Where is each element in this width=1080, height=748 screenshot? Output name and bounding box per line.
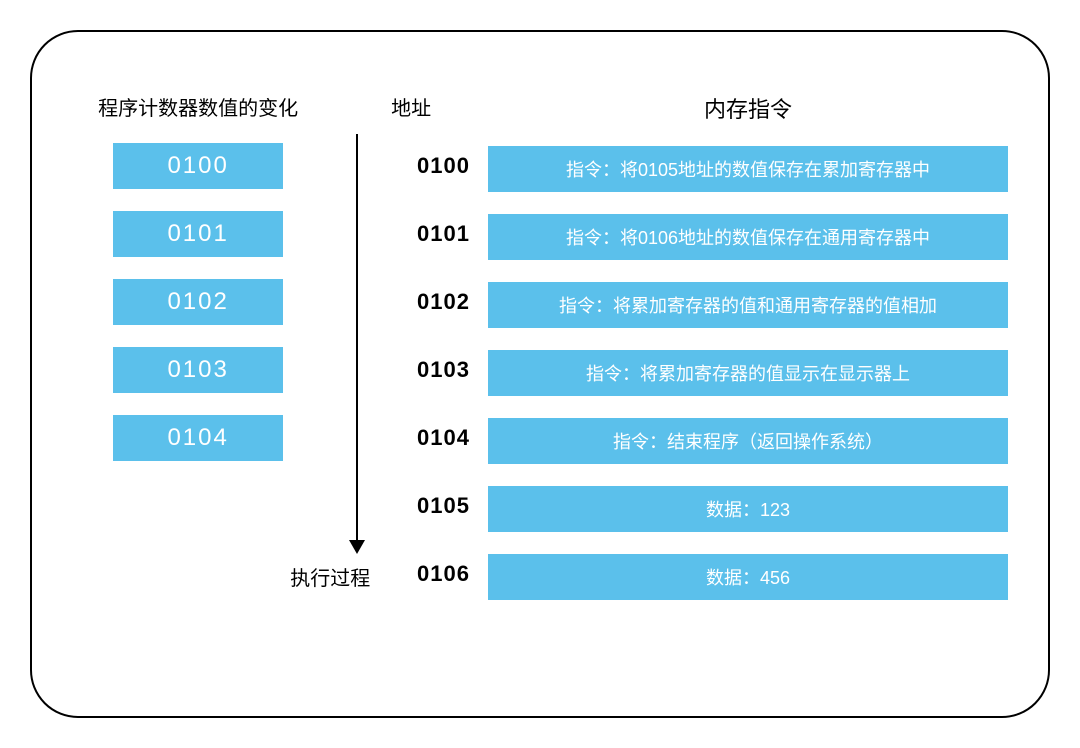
address-value: 0103 [417, 357, 470, 383]
memory-instruction-box: 指令：将0106地址的数值保存在通用寄存器中 [488, 214, 1008, 260]
memory-instruction-box: 指令：将0105地址的数值保存在累加寄存器中 [488, 146, 1008, 192]
memory-data-box: 数据：123 [488, 486, 1008, 532]
arrow-head-icon [349, 540, 365, 554]
pc-value-box: 0101 [113, 211, 283, 257]
address-value: 0104 [417, 425, 470, 451]
address-row: 0103 [304, 347, 478, 393]
pc-value-box: 0102 [113, 279, 283, 325]
program-counter-column: 程序计数器数值的变化 0100 0101 0102 0103 0104 [92, 92, 304, 483]
pc-value-box: 0104 [113, 415, 283, 461]
address-column-title: 地址 [391, 92, 431, 121]
pc-column-title: 程序计数器数值的变化 [98, 92, 298, 121]
address-row: 0102 [304, 279, 478, 325]
memory-instruction-box: 指令：将累加寄存器的值和通用寄存器的值相加 [488, 282, 1008, 328]
address-row: 0100 [304, 143, 478, 189]
address-column: 执行过程 地址 0100 0101 0102 0103 0104 0105 01… [304, 92, 488, 619]
address-value: 0105 [417, 493, 470, 519]
diagram-frame: 程序计数器数值的变化 0100 0101 0102 0103 0104 执行过程… [30, 30, 1050, 718]
pc-value-box: 0103 [113, 347, 283, 393]
address-row: 0105 [304, 483, 478, 529]
address-value: 0106 [417, 561, 470, 587]
memory-instruction-column: 内存指令 指令：将0105地址的数值保存在累加寄存器中 指令：将0106地址的数… [488, 92, 1008, 622]
address-row: 0101 [304, 211, 478, 257]
execution-arrow [349, 134, 365, 554]
address-value: 0101 [417, 221, 470, 247]
memory-instruction-box: 指令：结束程序（返回操作系统） [488, 418, 1008, 464]
address-row: 0104 [304, 415, 478, 461]
memory-instruction-box: 指令：将累加寄存器的值显示在显示器上 [488, 350, 1008, 396]
arrow-line [356, 134, 358, 540]
memory-data-box: 数据：456 [488, 554, 1008, 600]
execution-label: 执行过程 [270, 562, 390, 591]
diagram-content: 程序计数器数值的变化 0100 0101 0102 0103 0104 执行过程… [92, 92, 1008, 622]
address-value: 0100 [417, 153, 470, 179]
pc-value-box: 0100 [113, 143, 283, 189]
address-value: 0102 [417, 289, 470, 315]
memory-column-title: 内存指令 [704, 92, 792, 124]
